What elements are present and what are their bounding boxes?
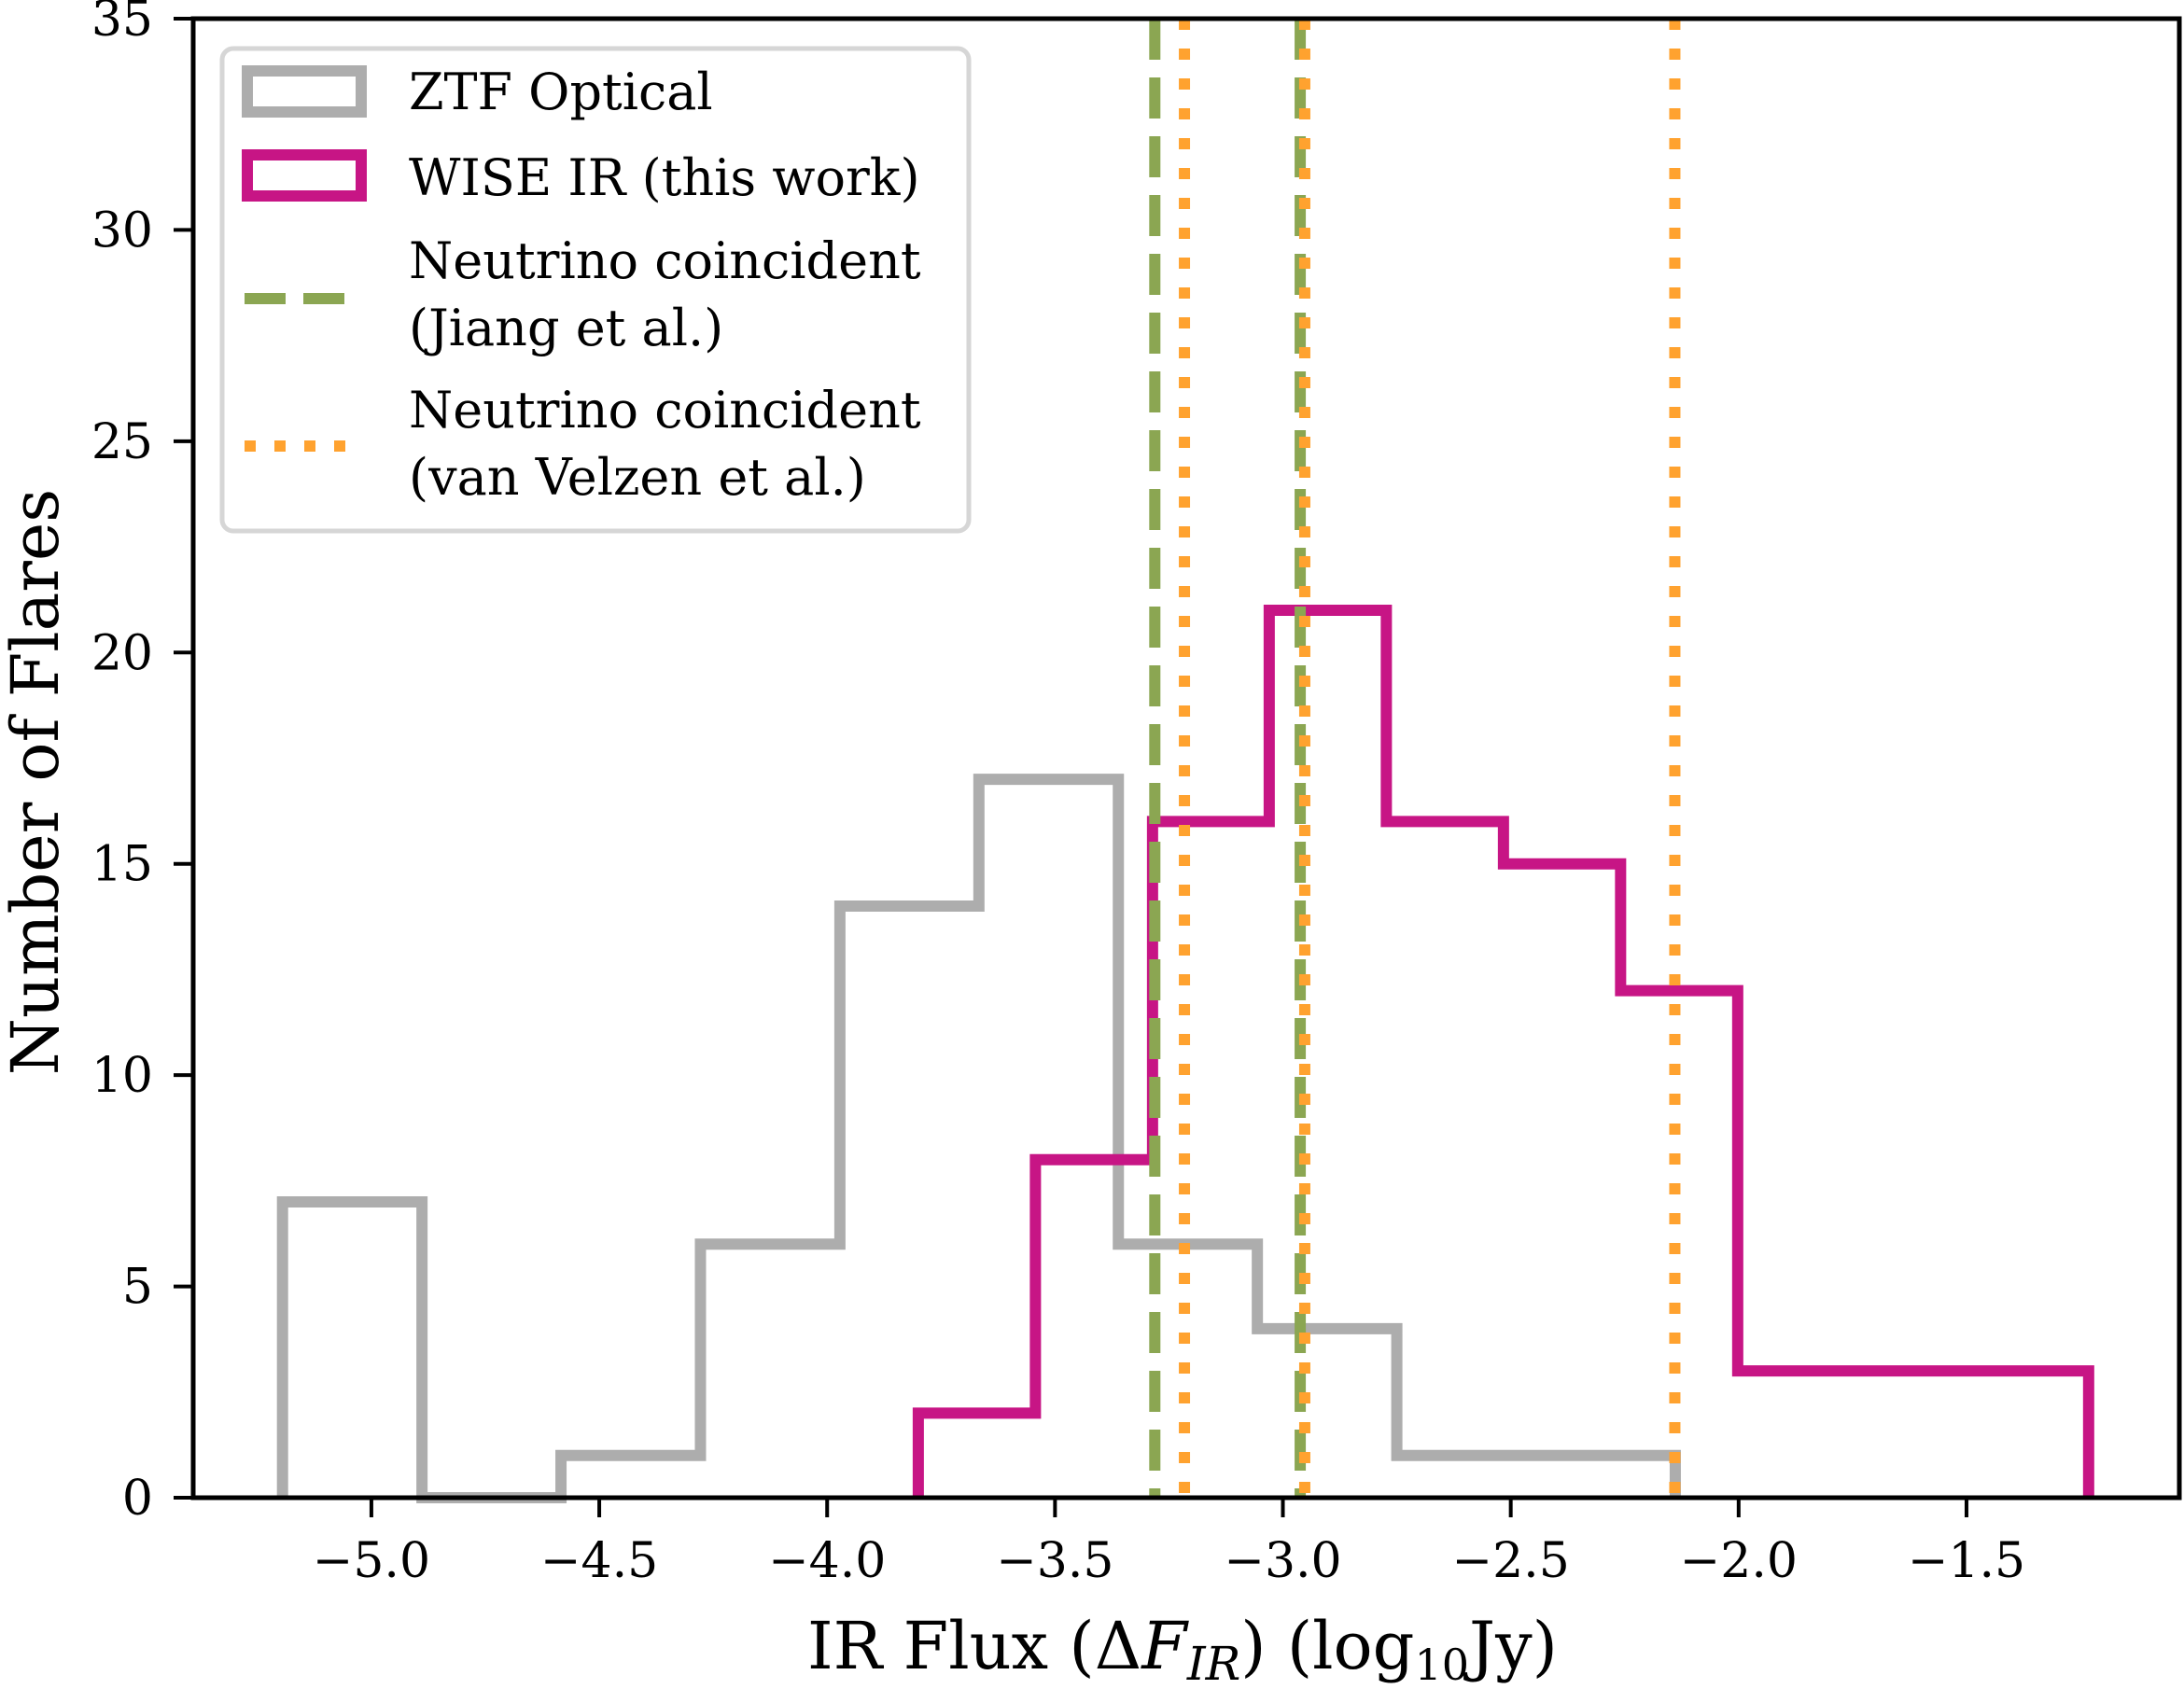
legend-patch-icon xyxy=(242,149,367,202)
legend-label: (Jiang et al.) xyxy=(409,299,723,357)
legend-label: Neutrino coincident xyxy=(409,231,921,290)
x-axis-label-italic-sub: IR xyxy=(1186,1637,1240,1689)
x-tick-label: −3.5 xyxy=(996,1533,1113,1589)
y-tick-label: 25 xyxy=(91,414,153,470)
histogram-bin xyxy=(1504,864,1620,1498)
y-tick-label: 35 xyxy=(91,0,153,48)
legend-item-vanvelzen: Neutrino coincident (van Velzen et al.) xyxy=(245,381,921,507)
x-axis-label-prefix: IR Flux (Δ xyxy=(807,1608,1141,1684)
histogram-bin xyxy=(1035,1160,1152,1498)
x-axis-label-sub: 10 xyxy=(1414,1640,1469,1689)
x-tick-label: −3.0 xyxy=(1224,1533,1341,1589)
x-tick-label: −2.5 xyxy=(1452,1533,1570,1589)
y-tick-label: 15 xyxy=(91,837,153,893)
histogram-outline xyxy=(912,605,2094,1498)
legend: ZTF Optical WISE IR (this work) Neutrino c… xyxy=(219,46,972,534)
legend-patch-icon xyxy=(242,65,367,118)
x-axis-label-italic: F xyxy=(1140,1608,1189,1684)
x-axis-ticks: −5.0 −4.5 −4.0 −3.5 −3.0 −2.5 −2.0 −1.5 xyxy=(313,1498,2025,1589)
histogram-bin xyxy=(1153,821,1269,1498)
legend-label: WISE IR (this work) xyxy=(409,148,920,207)
x-tick-label: −2.0 xyxy=(1680,1533,1798,1589)
y-tick-label: 10 xyxy=(91,1048,153,1104)
y-tick-label: 5 xyxy=(122,1260,153,1316)
legend-item-jiang: Neutrino coincident (Jiang et al.) xyxy=(245,231,921,357)
reference-lines-dotted xyxy=(1179,19,1681,1498)
x-tick-label: −4.0 xyxy=(768,1533,886,1589)
histogram-bin xyxy=(1738,1371,1855,1498)
histogram-bin xyxy=(283,1202,422,1498)
histogram-bin xyxy=(561,1456,700,1498)
x-tick-label: −4.5 xyxy=(540,1533,658,1589)
histogram-bin xyxy=(1386,821,1503,1498)
reference-lines-layer xyxy=(1149,19,1681,1498)
x-axis-label: IR Flux (ΔFIR) (log10Jy) xyxy=(807,1608,1558,1689)
legend-item-ztf: ZTF Optical xyxy=(242,63,713,121)
x-tick-label: −1.5 xyxy=(1908,1533,2025,1589)
y-tick-label: 20 xyxy=(91,625,153,681)
histogram-bin xyxy=(918,1413,1035,1498)
legend-items: ZTF Optical WISE IR (this work) Neutrino c… xyxy=(242,63,921,507)
legend-item-wise: WISE IR (this work) xyxy=(242,148,920,207)
legend-label: (van Velzen et al.) xyxy=(409,448,866,507)
histogram-bin xyxy=(1971,1371,2088,1498)
x-axis-label-suffix: Jy) xyxy=(1463,1608,1558,1684)
y-tick-label: 0 xyxy=(122,1471,153,1527)
legend-label: ZTF Optical xyxy=(409,63,713,121)
y-tick-label: 30 xyxy=(91,202,153,258)
legend-label: Neutrino coincident xyxy=(409,381,921,440)
histogram-bin xyxy=(1855,1371,1971,1498)
legend-box xyxy=(219,46,972,534)
x-tick-label: −5.0 xyxy=(313,1533,430,1589)
histogram-bin xyxy=(700,1244,839,1498)
y-axis-label: Number of Flares xyxy=(0,489,74,1075)
x-axis-label-middle: ) (log xyxy=(1240,1608,1414,1684)
series-wise-ir-this-work xyxy=(912,605,2094,1498)
histogram-bin xyxy=(1269,610,1386,1498)
axes-frame xyxy=(190,16,2182,1501)
y-axis-ticks: 0 5 10 15 20 25 30 35 xyxy=(91,0,193,1527)
